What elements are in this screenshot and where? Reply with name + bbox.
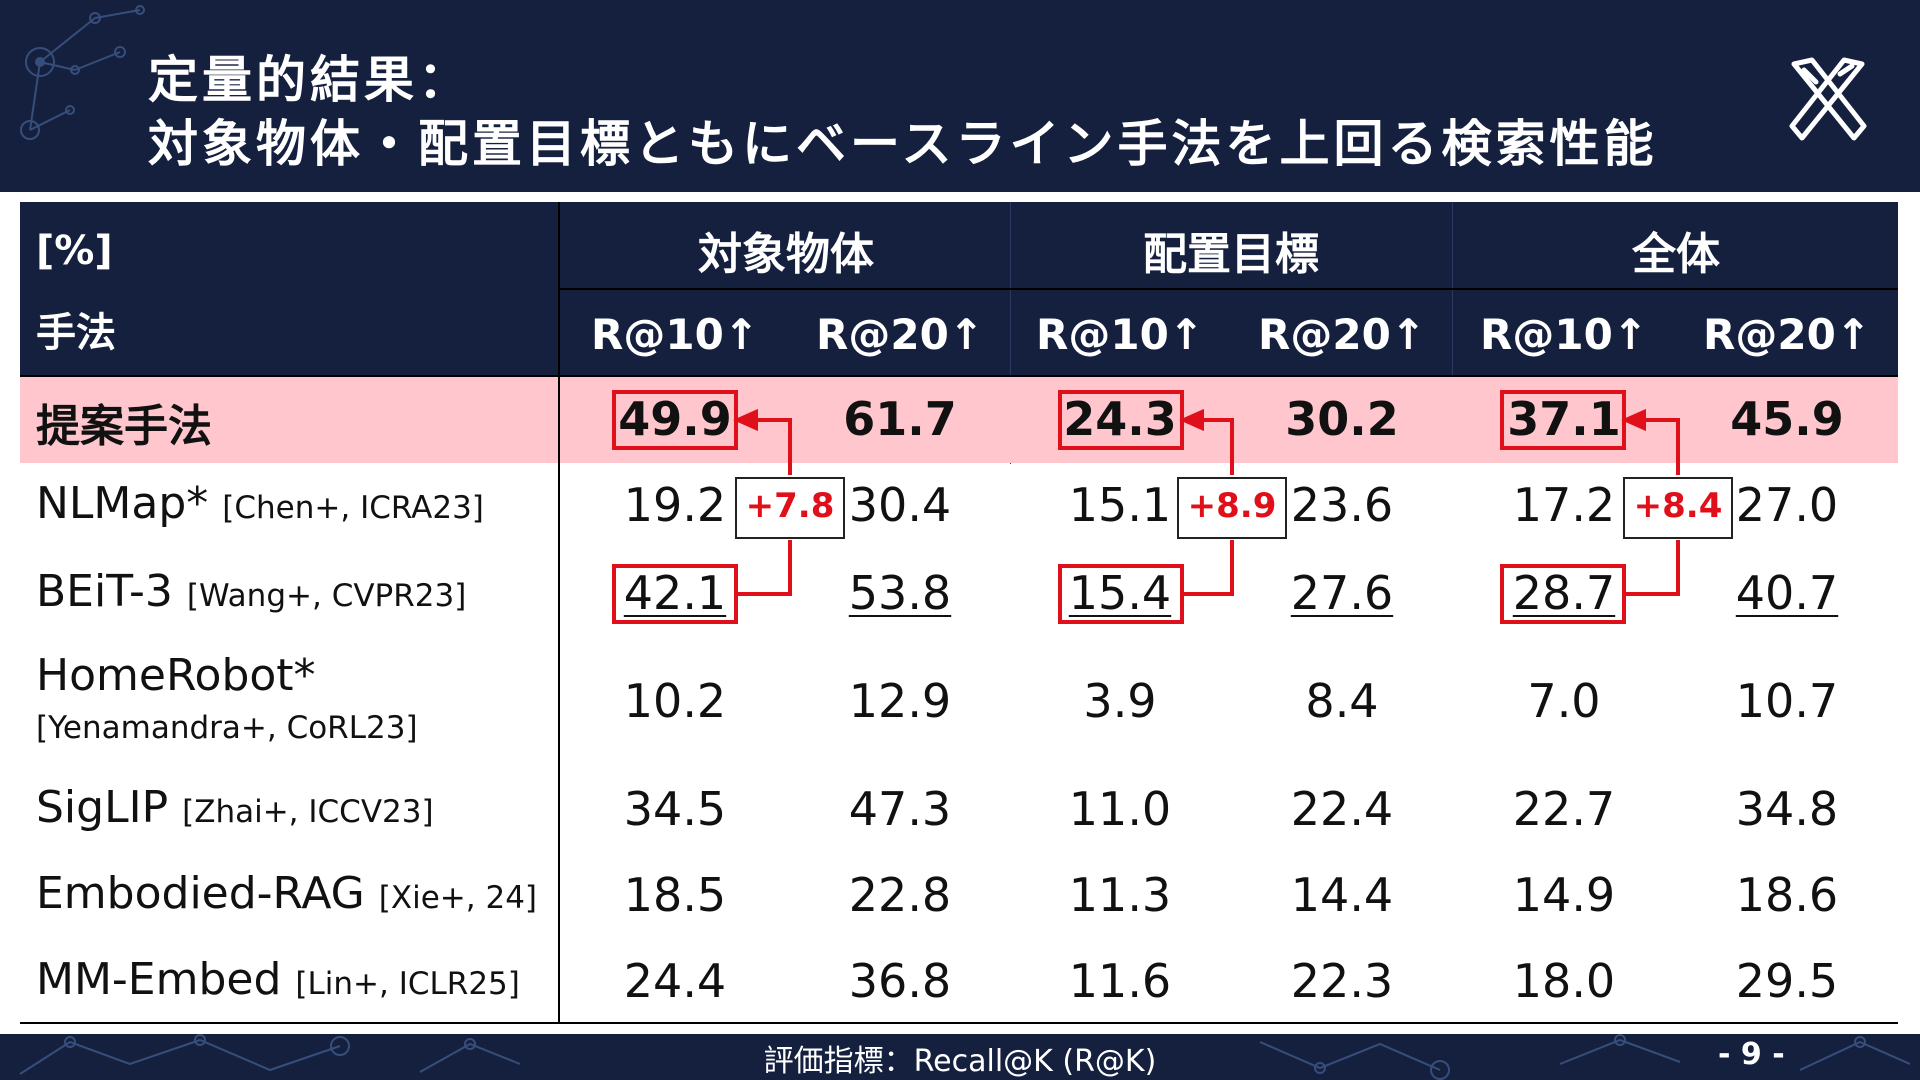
- method-column-header: 手法: [36, 310, 116, 356]
- table-cell: 61.7: [843, 392, 957, 446]
- table-cell: 3.9: [1083, 674, 1157, 728]
- improvement-value: +7.8: [745, 486, 835, 526]
- method-name: BEiT-3 [Wang+, CVPR23]: [36, 566, 466, 617]
- network-decoration-icon: [19, 1034, 1911, 1080]
- table-cell: 49.9: [618, 392, 732, 446]
- method-name: HomeRobot*: [36, 650, 316, 701]
- table-cell: 40.7: [1735, 566, 1839, 620]
- table-cell: 30.2: [1285, 392, 1399, 446]
- table-cell: 22.3: [1290, 954, 1394, 1008]
- table-cell: 28.7: [1512, 566, 1616, 620]
- table-cell: 24.4: [623, 954, 727, 1008]
- table-cell: 37.1: [1507, 392, 1621, 446]
- table-cell: 11.3: [1068, 868, 1172, 922]
- table-cell: 34.5: [623, 782, 727, 836]
- table-cell: 18.0: [1512, 954, 1616, 1008]
- table-cell: 22.7: [1512, 782, 1616, 836]
- subheader-r10: R@10↑: [591, 310, 759, 359]
- method-citation: [Yenamandra+, CoRL23]: [36, 710, 418, 746]
- evaluation-metric-note: 評価指標：Recall@K (R@K): [763, 1044, 1157, 1079]
- table-cell: 45.9: [1730, 392, 1844, 446]
- header-bottom-rule: [20, 375, 1898, 377]
- table-cell: 22.8: [848, 868, 952, 922]
- table-bottom-rule: [20, 1022, 1898, 1024]
- table-cell: 18.6: [1735, 868, 1839, 922]
- improvement-value: +8.9: [1187, 486, 1277, 526]
- table-cell: 11.6: [1068, 954, 1172, 1008]
- table-cell: 17.2: [1512, 478, 1616, 532]
- table-cell: 27.0: [1735, 478, 1839, 532]
- method-name: NLMap* [Chen+, ICRA23]: [36, 478, 484, 529]
- table-cell: 15.1: [1068, 478, 1172, 532]
- method-name: 提案手法: [36, 401, 212, 452]
- table-cell: 30.4: [848, 478, 952, 532]
- crossed-tools-logo-icon: [1789, 57, 1867, 141]
- method-label: SigLIP: [36, 782, 169, 833]
- table-cell: 53.8: [848, 566, 952, 620]
- table-cell: 19.2: [623, 478, 727, 532]
- method-label: NLMap*: [36, 478, 209, 529]
- subheader-r10: R@10↑: [1480, 310, 1648, 359]
- table-cell: 36.8: [848, 954, 952, 1008]
- method-column-rule: [558, 202, 560, 1022]
- table-cell: 7.0: [1527, 674, 1601, 728]
- group-header-target-object: 対象物体: [698, 229, 874, 280]
- table-cell: 22.4: [1290, 782, 1394, 836]
- slide-title-line1: 定量的結果：: [148, 51, 472, 109]
- subheader-r20: R@20↑: [816, 310, 984, 359]
- group-header-placement-target: 配置目標: [1143, 229, 1319, 280]
- unit-label: [%]: [36, 228, 113, 274]
- table-cell: 12.9: [848, 674, 952, 728]
- method-citation: [Lin+, ICLR25]: [295, 966, 520, 1002]
- method-label: Embodied-RAG: [36, 868, 365, 919]
- subheader-r20: R@20↑: [1703, 310, 1871, 359]
- table-cell: 34.8: [1735, 782, 1839, 836]
- table-cell: 24.3: [1063, 392, 1177, 446]
- table-cell: 14.4: [1290, 868, 1394, 922]
- table-cell: 10.7: [1735, 674, 1839, 728]
- table-cell: 27.6: [1290, 566, 1394, 620]
- method-citation: [Zhai+, ICCV23]: [182, 794, 434, 830]
- title-bar: 定量的結果： 対象物体・配置目標ともにベースライン手法を上回る検索性能: [0, 0, 1920, 192]
- method-name: Embodied-RAG [Xie+, 24]: [36, 868, 537, 919]
- table-cell: 11.0: [1068, 782, 1172, 836]
- method-citation: [Xie+, 24]: [378, 880, 538, 916]
- method-citation: [Wang+, CVPR23]: [186, 578, 467, 614]
- table-cell: 14.9: [1512, 868, 1616, 922]
- header-divider: [560, 288, 1898, 290]
- method-label: MM-Embed: [36, 954, 282, 1005]
- subheader-r10: R@10↑: [1036, 310, 1204, 359]
- method-citation: [Chen+, ICRA23]: [222, 490, 484, 526]
- table-cell: 18.5: [623, 868, 727, 922]
- improvement-value: +8.4: [1633, 486, 1723, 526]
- page-number: - 9 -: [1718, 1037, 1785, 1072]
- method-name: MM-Embed [Lin+, ICLR25]: [36, 954, 520, 1005]
- table-cell: 15.4: [1068, 566, 1172, 620]
- slide-title-line2: 対象物体・配置目標ともにベースライン手法を上回る検索性能: [148, 115, 1658, 173]
- footer-bar: [0, 1034, 1920, 1080]
- table-cell: 8.4: [1305, 674, 1379, 728]
- table-cell: 47.3: [848, 782, 952, 836]
- subheader-r20: R@20↑: [1258, 310, 1426, 359]
- table-cell: 10.2: [623, 674, 727, 728]
- method-name: SigLIP [Zhai+, ICCV23]: [36, 782, 434, 833]
- network-decoration-icon: [20, 5, 145, 140]
- table-cell: 23.6: [1290, 478, 1394, 532]
- group-header-overall: 全体: [1632, 229, 1720, 280]
- table-cell: 42.1: [623, 566, 727, 620]
- method-label: BEiT-3: [36, 566, 173, 617]
- table-cell: 29.5: [1735, 954, 1839, 1008]
